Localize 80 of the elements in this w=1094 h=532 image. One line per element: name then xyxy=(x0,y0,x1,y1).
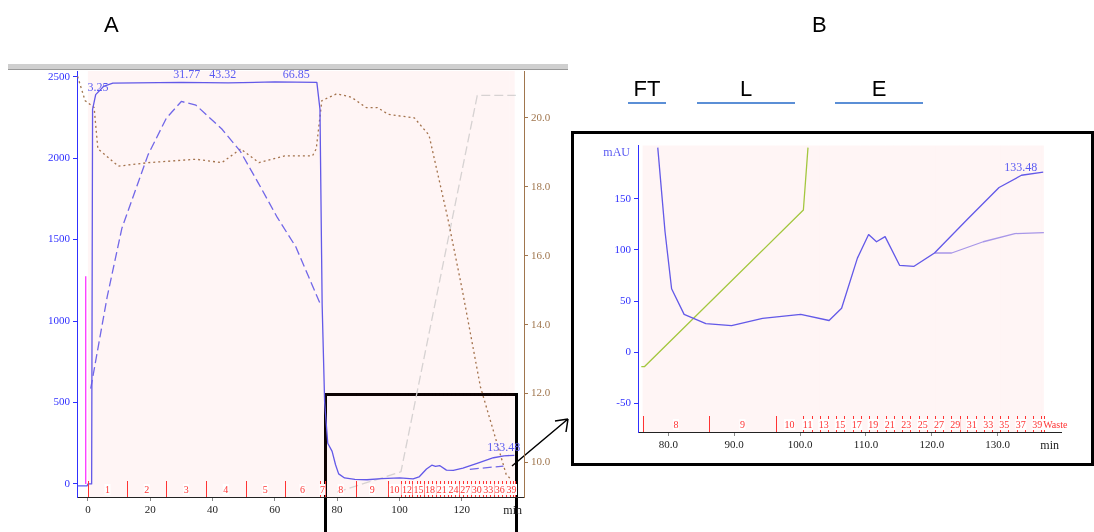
chart-title: B xyxy=(812,12,827,38)
band-label: Waste xyxy=(1043,419,1068,430)
y2-tick-label: 16.0 xyxy=(531,248,551,261)
x-tick-label: 0 xyxy=(85,503,92,516)
band-label: 10 xyxy=(784,419,795,430)
band-label: 25 xyxy=(917,419,928,430)
x-axis-title: min xyxy=(1040,438,1059,452)
band-label: 10 xyxy=(389,484,400,495)
y2-tick-label: 18.0 xyxy=(531,179,551,192)
y-tick-label: 100 xyxy=(614,242,632,255)
band-label: 30 xyxy=(471,484,482,495)
y-tick-label: -50 xyxy=(616,396,632,409)
band-label: 8 xyxy=(338,484,344,495)
band-label: 15 xyxy=(835,419,846,430)
band-label: 37 xyxy=(1015,419,1026,430)
band-label: 27 xyxy=(460,484,471,495)
text: E xyxy=(835,76,923,104)
x-tick-label: 80 xyxy=(331,503,344,516)
y2-tick-label: 14.0 xyxy=(531,317,551,330)
band-label: 29 xyxy=(950,419,961,430)
band-label: 18 xyxy=(425,484,436,495)
y-tick-label: 2000 xyxy=(48,151,71,164)
y-tick-label: 50 xyxy=(620,293,632,306)
band-label: 3 xyxy=(183,484,189,495)
y-tick-label: 500 xyxy=(53,395,71,408)
band-label: 39 xyxy=(1032,419,1043,430)
band-label: 35 xyxy=(999,419,1010,430)
x-tick-label: 100 xyxy=(391,503,409,516)
band-label: 33 xyxy=(983,419,994,430)
band-label: 33 xyxy=(483,484,494,495)
band-label: 5 xyxy=(262,484,268,495)
band-label: 15 xyxy=(413,484,424,495)
band-label: 11 xyxy=(802,419,813,430)
y-tick-label: 1500 xyxy=(48,232,71,245)
y2-tick-label: 12.0 xyxy=(531,386,551,399)
x-tick-label: 20 xyxy=(144,503,157,516)
text: L xyxy=(697,76,795,104)
band-label: 7 xyxy=(319,484,325,495)
band-label: 24 xyxy=(448,484,459,495)
band-label: 17 xyxy=(851,419,862,430)
band-label: 2 xyxy=(144,484,150,495)
y-tick-label: 1000 xyxy=(48,313,71,326)
band-label: 39 xyxy=(506,484,517,495)
x-tick-label: 110.0 xyxy=(853,438,879,451)
annotation: 43.32 xyxy=(209,66,237,81)
annotation: 133.48 xyxy=(1004,160,1038,175)
chart-title: A xyxy=(104,12,119,38)
y-tick-label: 2500 xyxy=(48,69,71,82)
y-tick-label: 0 xyxy=(64,476,71,489)
band-label: 21 xyxy=(436,484,447,495)
y2-tick-label: 20.0 xyxy=(531,110,551,123)
x-tick-label: 120 xyxy=(453,503,471,516)
x-tick-label: 120.0 xyxy=(919,438,945,451)
band-label: 23 xyxy=(901,419,912,430)
x-tick-label: 60 xyxy=(269,503,281,516)
band-label: 31 xyxy=(966,419,977,430)
band-label: 6 xyxy=(300,484,306,495)
band-label: 12 xyxy=(401,484,412,495)
y-tick-label: 0 xyxy=(625,345,632,358)
x-tick-label: 100.0 xyxy=(787,438,813,451)
x-tick-label: 80.0 xyxy=(658,438,679,451)
band-label: 27 xyxy=(934,419,945,430)
x-tick-label: 130.0 xyxy=(985,438,1011,451)
band-label: 36 xyxy=(494,484,505,495)
y2-tick-label: 10.0 xyxy=(531,455,551,468)
band-label: 9 xyxy=(739,419,745,430)
band-label: 13 xyxy=(818,419,829,430)
band-label: 19 xyxy=(868,419,879,430)
y-tick-label: 150 xyxy=(614,191,632,204)
annotation: 31.77 xyxy=(173,66,201,81)
x-tick-label: 90.0 xyxy=(724,438,745,451)
band-label: 21 xyxy=(884,419,895,430)
annotation: 66.85 xyxy=(282,66,310,81)
band-label: 1 xyxy=(105,484,111,495)
band-label: 9 xyxy=(369,484,375,495)
y-axis-title: mAU xyxy=(603,144,631,159)
x-tick-label: 40 xyxy=(207,503,219,516)
band-label: 4 xyxy=(223,484,229,495)
band-label: 8 xyxy=(673,419,679,430)
text: FT xyxy=(628,76,666,104)
